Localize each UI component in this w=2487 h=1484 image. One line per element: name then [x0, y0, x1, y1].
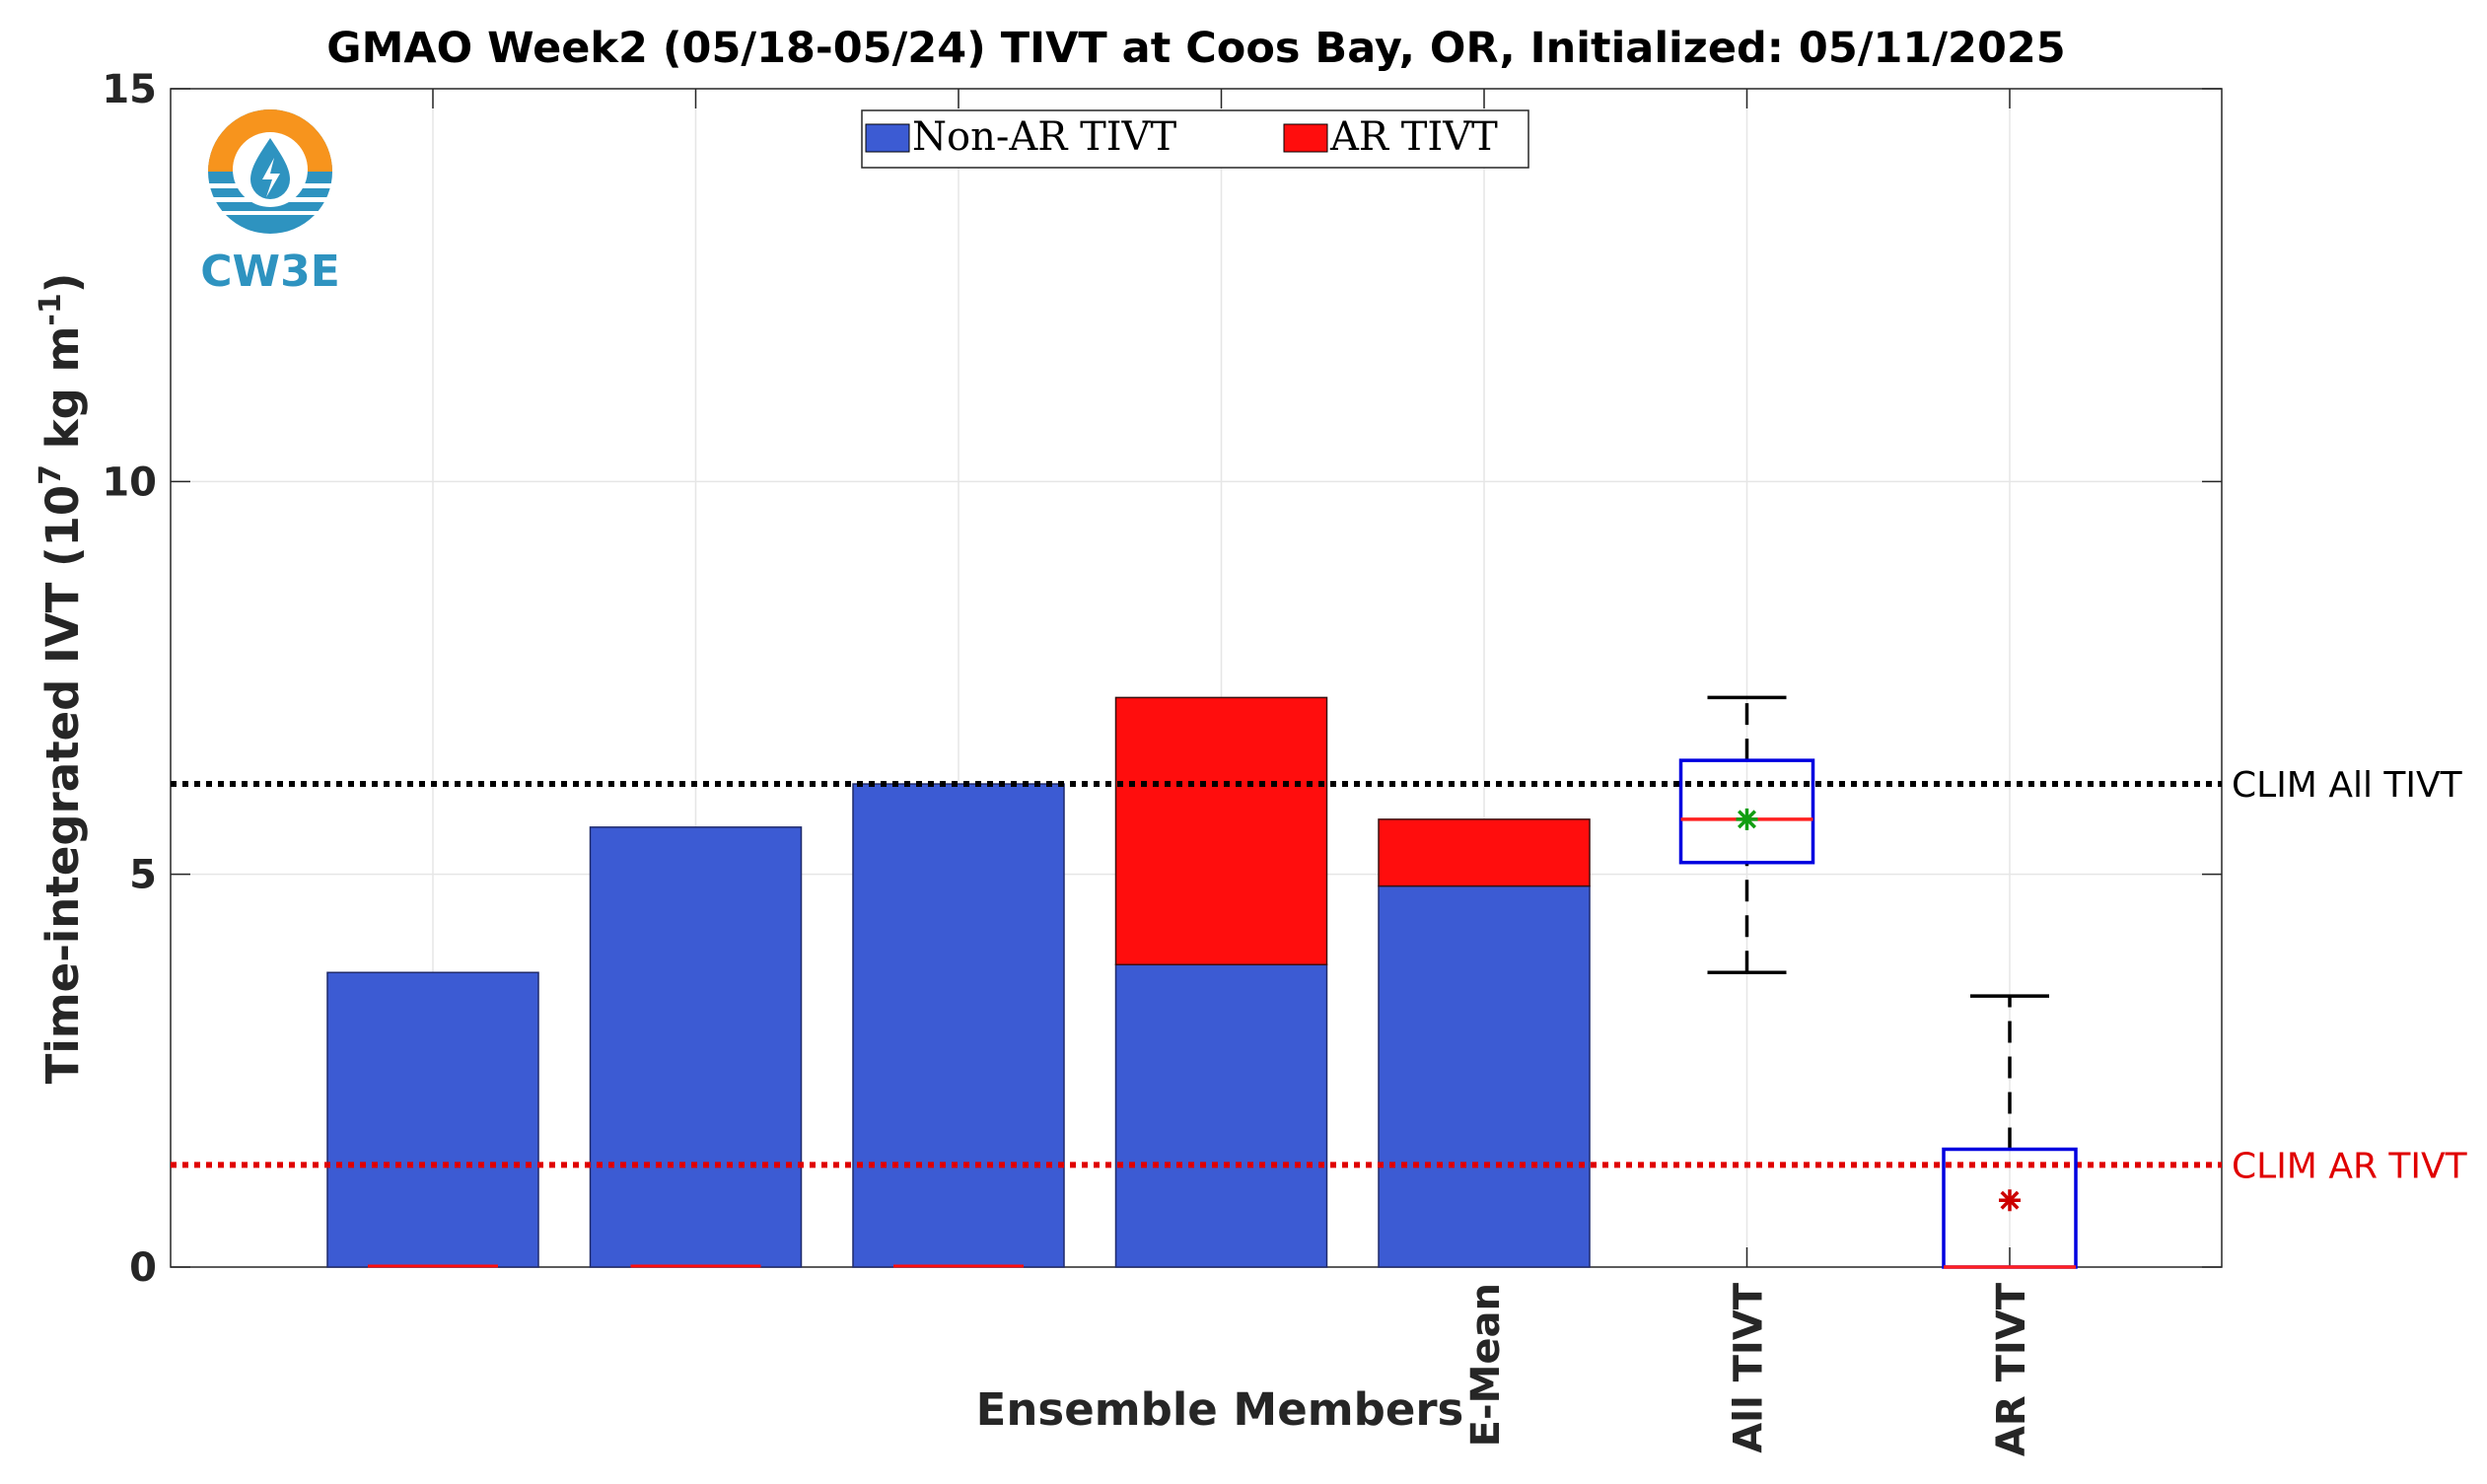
bar-non-ar [589, 826, 803, 1268]
grid [171, 89, 2222, 1267]
y-tick-label: 0 [129, 1245, 157, 1291]
cw3e-logo: CW3E [200, 109, 340, 297]
mean-marker [1738, 810, 1756, 829]
box [1678, 758, 1815, 865]
y-tick-label: 5 [129, 853, 157, 898]
chart-title: GMAO Week2 (05/18-05/24) TIVT at Coos Ba… [326, 24, 2065, 73]
reference-line-label: CLIM AR TIVT [2232, 1146, 2468, 1186]
legend-label-non-ar: Non-AR TIVT [912, 114, 1176, 160]
legend: Non-AR TIVT AR TIVT [861, 109, 1529, 169]
bar-non-ar [1114, 963, 1328, 1268]
x-category-label: All TIVT [1727, 1282, 1772, 1452]
y-axis-label-end: ) [36, 273, 89, 294]
y-axis-label-mid: kg m [36, 326, 89, 464]
bars [326, 696, 1591, 1268]
bar-non-ar [852, 783, 1065, 1268]
reference-lines: CLIM All TIVT CLIM AR TIVT [171, 765, 2468, 1186]
legend-swatch-non-ar [865, 123, 910, 153]
x-axis-label: Ensemble Members [976, 1383, 1464, 1436]
y-tick-label: 10 [102, 459, 157, 505]
y-axis-label-exponent: 7 [34, 464, 68, 485]
y-axis-label: Time-integrated IVT (107 kg m-1) [34, 273, 89, 1085]
logo-text: CW3E [200, 247, 340, 297]
bar-non-ar [1378, 884, 1591, 1268]
legend-swatch-ar [1283, 123, 1328, 153]
lightning-icon [262, 158, 280, 197]
x-category-label: E-Mean [1463, 1283, 1509, 1447]
legend-label-ar: AR TIVT [1329, 114, 1498, 160]
mean-marker [2000, 1190, 2020, 1210]
y-ticks: 0 5 10 15 [102, 67, 2222, 1291]
y-axis-label-main: Time-integrated IVT (10 [36, 485, 89, 1085]
bar-ar [1114, 696, 1328, 966]
x-category-label: AR TIVT [1989, 1282, 2034, 1456]
x-category-labels: E-Mean All TIVT AR TIVT [1463, 1282, 2034, 1456]
y-tick-label: 15 [102, 67, 157, 112]
boxplots [1678, 695, 2078, 1269]
bar-ar [1378, 818, 1591, 887]
bar-non-ar [326, 971, 539, 1268]
legend-box [861, 109, 1529, 169]
reference-line-label: CLIM All TIVT [2232, 765, 2463, 806]
y-axis-label-exponent-2: -1 [34, 293, 68, 325]
logo-stripe [219, 211, 321, 215]
